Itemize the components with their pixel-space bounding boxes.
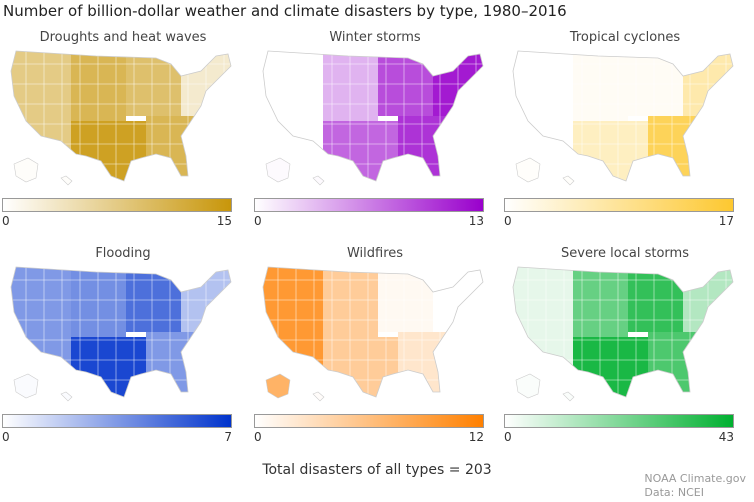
us-map	[10, 266, 232, 402]
hawaii	[60, 175, 73, 186]
total-label: Total disasters of all types = 203	[262, 462, 492, 478]
scale-min: 0	[254, 430, 262, 444]
us-map	[512, 266, 734, 402]
panel-flooding: Flooding 0 7	[0, 246, 246, 461]
color-scale-bar	[254, 198, 484, 212]
region-northeast	[181, 267, 231, 332]
panel-title: Droughts and heat waves	[39, 30, 207, 45]
region-southeast	[398, 116, 458, 181]
panel-title: Tropical cyclones	[569, 30, 681, 45]
region-plains	[71, 267, 126, 337]
scale-max: 43	[718, 430, 734, 444]
scale-max: 7	[224, 430, 232, 444]
color-scale-bar	[504, 414, 734, 428]
region-southeast	[146, 332, 206, 397]
region-south	[323, 337, 398, 397]
alaska	[13, 157, 39, 183]
scale-max: 17	[718, 214, 734, 228]
scale-min: 0	[254, 214, 262, 228]
credit-data: Data: NCEI	[644, 486, 704, 499]
scale-min: 0	[2, 430, 10, 444]
alaska	[265, 373, 291, 399]
region-southeast	[146, 116, 206, 181]
scale-min: 0	[504, 214, 512, 228]
region-south	[323, 121, 398, 181]
us-map	[10, 50, 232, 186]
alaska	[13, 373, 39, 399]
scale-max: 12	[468, 430, 484, 444]
region-plains	[323, 51, 378, 121]
panel-winter-storms: Winter storms 0 13	[252, 30, 498, 245]
scale-min: 0	[2, 214, 10, 228]
region-plains	[323, 267, 378, 337]
us-map	[512, 50, 734, 186]
credit: NOAA Climate.gov Data: NCEI	[644, 472, 746, 500]
region-south	[573, 337, 648, 397]
us-map	[262, 50, 484, 186]
us-map	[262, 266, 484, 402]
region-southeast	[648, 116, 708, 181]
panel-title: Wildfires	[346, 246, 404, 261]
hawaii	[60, 391, 73, 402]
panel-title: Winter storms	[329, 30, 421, 45]
panel-severe-local-storms: Severe local storms 0 43	[502, 246, 748, 461]
region-northeast	[433, 51, 483, 116]
scale-max: 13	[468, 214, 484, 228]
scale-max: 15	[216, 214, 232, 228]
color-scale-bar	[2, 198, 232, 212]
region-plains	[573, 267, 628, 337]
scale-min: 0	[504, 430, 512, 444]
panel-title: Severe local storms	[561, 246, 689, 261]
alaska	[515, 157, 541, 183]
hawaii	[562, 175, 575, 186]
color-scale-bar	[2, 414, 232, 428]
panel-tropical-cyclones: Tropical cyclones 0 17	[502, 30, 748, 245]
hawaii	[312, 391, 325, 402]
color-scale-bar	[254, 414, 484, 428]
hawaii	[562, 391, 575, 402]
panel-wildfires: Wildfires 0 12	[252, 246, 498, 461]
credit-source: NOAA Climate.gov	[644, 472, 746, 485]
region-northeast	[433, 267, 483, 332]
region-plains	[71, 51, 126, 121]
hawaii	[312, 175, 325, 186]
figure-title: Number of billion-dollar weather and cli…	[3, 2, 567, 20]
panel-droughts-and-heat-waves: Droughts and heat waves 0 15	[0, 30, 246, 245]
color-scale-bar	[504, 198, 734, 212]
panel-title: Flooding	[95, 246, 151, 261]
region-northeast	[683, 51, 733, 116]
region-southeast	[648, 332, 708, 397]
alaska	[265, 157, 291, 183]
region-southeast	[398, 332, 458, 397]
region-plains	[573, 51, 628, 121]
region-south	[71, 121, 146, 181]
region-northeast	[683, 267, 733, 332]
region-south	[71, 337, 146, 397]
region-northeast	[181, 51, 231, 116]
alaska	[515, 373, 541, 399]
region-south	[573, 121, 648, 181]
